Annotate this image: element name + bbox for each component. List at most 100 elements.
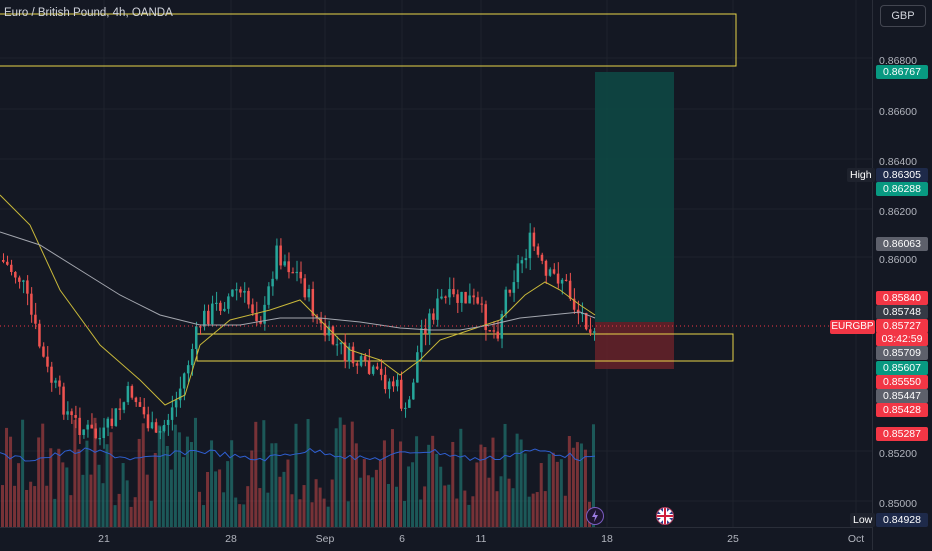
candle-body (484, 304, 487, 331)
volume-bar (282, 471, 286, 527)
candle-body (90, 424, 93, 429)
candle-body (259, 321, 262, 324)
volume-bar (45, 485, 49, 527)
volume-bar (555, 461, 559, 527)
volume-bar (366, 475, 370, 527)
volume-bar (519, 439, 523, 527)
candle-body (239, 289, 242, 293)
volume-bar (583, 449, 587, 527)
candle-body (580, 312, 584, 315)
volume-bar (77, 449, 81, 527)
candle-body (400, 379, 403, 409)
volume-bar (511, 488, 515, 527)
price-label: 0.85748 (876, 305, 928, 319)
candle-body (50, 366, 53, 383)
volume-bar (463, 490, 467, 527)
volume-bar (290, 494, 294, 527)
currency-button[interactable]: GBP (880, 5, 926, 27)
candle-body (408, 399, 411, 408)
candle-body (18, 277, 21, 282)
moving-average-yellow (0, 194, 596, 406)
candle-body (444, 296, 447, 298)
candle-body (488, 330, 491, 332)
candle-body (456, 294, 459, 303)
price-label: 0.85840 (876, 291, 928, 305)
volume-bar (197, 491, 202, 527)
candle-body (287, 261, 290, 273)
candle-body (2, 260, 5, 262)
volume-bar (85, 440, 89, 527)
candle-body (584, 312, 588, 330)
volume-bar (298, 499, 302, 527)
candle-body (496, 331, 500, 339)
volume-bar (571, 447, 575, 527)
candle-body (544, 260, 548, 276)
candle-body (331, 326, 335, 345)
candle-body (343, 342, 347, 362)
candle-body (552, 269, 556, 274)
volume-bar (33, 486, 37, 527)
candle-body (162, 424, 166, 432)
candle-body (379, 368, 383, 375)
candle-body (235, 289, 238, 291)
candle-body (323, 323, 327, 336)
candle-body (440, 296, 443, 299)
candle-body (307, 288, 311, 298)
candle-body (291, 272, 294, 274)
volume-bar (427, 444, 431, 527)
volume-bar (21, 419, 25, 527)
volume-bar (439, 466, 443, 527)
volume-bar (65, 467, 69, 527)
candle-body (275, 245, 278, 279)
candle-body (243, 290, 246, 293)
volume-bar (495, 491, 499, 527)
candle-body (347, 346, 351, 362)
candle-body (536, 246, 540, 255)
volume-bar (13, 485, 17, 527)
candle-body (138, 402, 142, 407)
volume-bar (185, 436, 189, 527)
x-tick: 28 (225, 533, 237, 545)
volume-bar (314, 479, 318, 527)
lightning-icon[interactable] (586, 507, 604, 525)
candle-body (303, 278, 307, 298)
volume-bar (527, 496, 531, 527)
time-axis[interactable] (0, 527, 872, 551)
candle-body (532, 232, 536, 247)
volume-bar (157, 425, 161, 527)
volume-bar (53, 498, 57, 527)
volume-bar (270, 443, 274, 527)
price-axis[interactable] (872, 0, 932, 550)
volume-bar (1, 485, 5, 527)
volume-bar (354, 443, 358, 527)
volume-bar (503, 423, 507, 527)
price-label: 0.86288 (876, 182, 928, 196)
price-label: 0.85550 (876, 375, 928, 389)
candle-body (146, 414, 150, 429)
volume-bar (5, 427, 9, 527)
candle-body (126, 386, 130, 403)
chart-pane[interactable]: Euro / British Pound, 4h, OANDA (0, 0, 872, 527)
volume-bar (423, 486, 427, 527)
volume-bar (230, 440, 234, 527)
target-price-label: 0.86767 (876, 65, 928, 79)
y-tick: 0.86800 (879, 55, 917, 67)
candle-body (203, 310, 206, 327)
candle-body (14, 272, 17, 278)
candle-body (448, 289, 451, 298)
volume-bar (93, 417, 97, 527)
volume-bar (165, 445, 169, 527)
price-chart[interactable] (0, 0, 872, 527)
volume-bar (81, 474, 85, 527)
candle-body (476, 297, 479, 304)
uk-flag-icon[interactable] (656, 507, 674, 525)
y-tick: 0.86600 (879, 106, 917, 118)
candle-body (34, 314, 37, 324)
candle-body (194, 326, 198, 350)
volume-bar (302, 485, 306, 527)
candle-body (339, 342, 343, 345)
candle-body (592, 331, 596, 333)
candle-body (576, 309, 580, 314)
candle-body (22, 280, 25, 282)
volume-bar (523, 453, 527, 527)
